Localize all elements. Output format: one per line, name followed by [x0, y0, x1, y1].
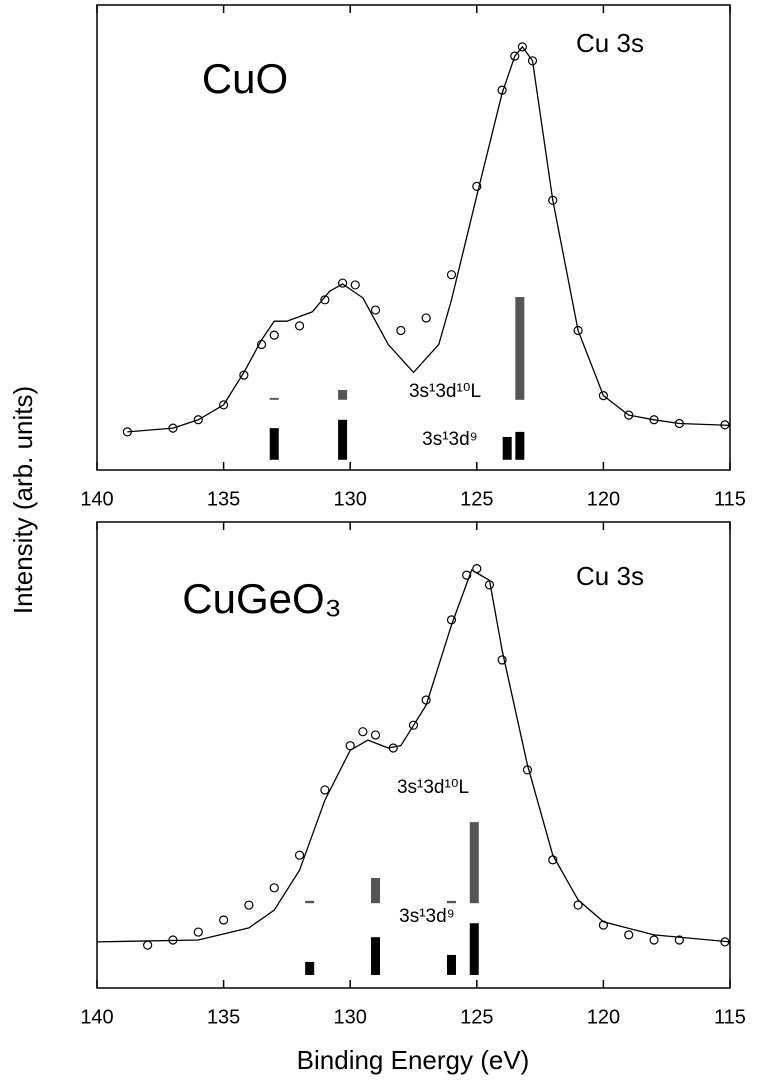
data-point [193, 927, 203, 937]
stick-bar [305, 961, 315, 975]
x-tick-label: 120 [587, 1006, 620, 1028]
data-point [320, 785, 330, 795]
panel-title: CuO [202, 55, 288, 102]
data-point [143, 940, 153, 950]
data-point [358, 727, 368, 737]
x-tick-label: 125 [460, 488, 493, 510]
data-point [624, 930, 634, 940]
stick-bar [371, 878, 381, 904]
plot-frame [96, 521, 731, 989]
x-tick-label: 115 [714, 1006, 746, 1028]
y-axis-label: Intensity (arb. units) [8, 386, 38, 614]
data-point [244, 900, 254, 910]
data-point [446, 270, 457, 280]
panel-title: CuGeO₃ [182, 575, 342, 622]
plot-frame [96, 4, 731, 471]
stick-bar [515, 431, 525, 460]
stick-bar [269, 428, 279, 460]
x-tick-label: 140 [80, 1006, 113, 1028]
data-point [269, 883, 279, 893]
stick-label: 3s¹3d¹⁰L [409, 381, 481, 402]
panel-subtitle: Cu 3s [576, 28, 644, 58]
x-tick-label: 125 [460, 1006, 493, 1028]
stick-label: 3s¹3d⁹ [422, 429, 478, 450]
x-tick-label: 130 [334, 488, 367, 510]
stick-bar [305, 900, 315, 904]
x-tick-label: 140 [80, 488, 113, 510]
stick-bar [338, 419, 348, 460]
data-point [269, 330, 279, 340]
stick-bar [269, 397, 279, 400]
x-tick-label: 135 [207, 488, 240, 510]
panel-subtitle: Cu 3s [576, 561, 644, 591]
stick-label: 3s¹3d¹⁰L [397, 777, 469, 798]
data-point [294, 321, 305, 331]
data-point [320, 295, 330, 305]
data-point [350, 280, 360, 290]
stick-bar [446, 900, 456, 904]
stick-bar [371, 937, 381, 975]
data-point [421, 313, 431, 323]
data-point [573, 900, 583, 910]
stick-bar [446, 954, 456, 975]
x-tick-label: 130 [334, 1006, 367, 1028]
data-point [370, 305, 381, 315]
data-point [294, 850, 305, 860]
x-axis-label: Binding Energy (eV) [297, 1045, 530, 1075]
x-tick-label: 135 [207, 1006, 240, 1028]
data-point [370, 730, 381, 740]
x-tick-label: 115 [714, 488, 746, 510]
x-tick-label: 120 [587, 488, 620, 510]
stick-bar [515, 297, 525, 400]
data-point [219, 915, 229, 925]
stick-label: 3s¹3d⁹ [399, 906, 455, 927]
data-point [396, 325, 406, 336]
fit-line [127, 45, 731, 433]
stick-bar [338, 390, 348, 400]
data-point [649, 935, 659, 945]
fit-line [96, 569, 731, 943]
stick-bar [469, 923, 479, 975]
stick-bar [469, 822, 479, 904]
stick-bar [502, 436, 512, 460]
